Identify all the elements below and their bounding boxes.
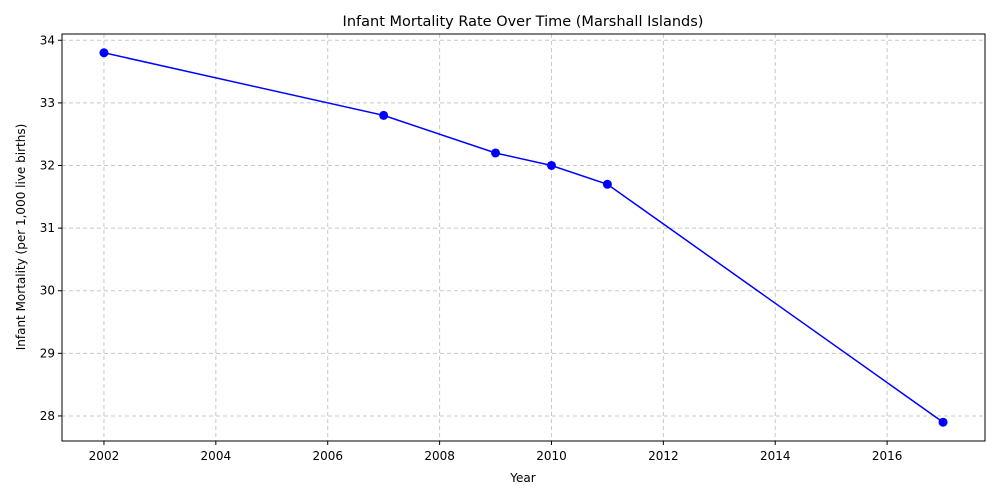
series-line	[103, 52, 944, 423]
data-point	[546, 160, 556, 170]
chart-title: Infant Mortality Rate Over Time (Marshal…	[343, 14, 704, 30]
x-tick-label: 2016	[872, 449, 903, 463]
y-tick-label: 29	[40, 346, 55, 360]
x-tick-label: 2008	[424, 449, 455, 463]
x-tick-label: 2010	[536, 449, 567, 463]
data-point	[99, 48, 109, 58]
x-axis-title: Year	[509, 471, 535, 485]
x-tick-label: 2006	[312, 449, 343, 463]
grid	[62, 34, 985, 441]
y-tick-label: 31	[40, 221, 55, 235]
ticks: 2002 2004 2006 2008 2010 2012 2014 2016 28 29 30 31…	[40, 33, 903, 463]
y-axis-title: Infant Mortality (per 1,000 live births)	[14, 124, 28, 351]
y-tick-label: 30	[40, 284, 55, 298]
data-point	[938, 417, 948, 427]
plot-frame	[61, 33, 986, 442]
x-tick-label: 2002	[89, 449, 120, 463]
y-tick-label: 28	[40, 409, 55, 423]
y-tick-label: 32	[40, 158, 55, 172]
data-point	[379, 110, 389, 120]
y-tick-label: 34	[40, 33, 55, 47]
data-point	[602, 179, 612, 189]
data-point	[491, 148, 501, 158]
x-tick-label: 2014	[760, 449, 791, 463]
y-tick-label: 33	[40, 96, 55, 110]
x-tick-label: 2004	[201, 449, 232, 463]
x-tick-label: 2012	[648, 449, 679, 463]
series-layer	[99, 48, 948, 427]
